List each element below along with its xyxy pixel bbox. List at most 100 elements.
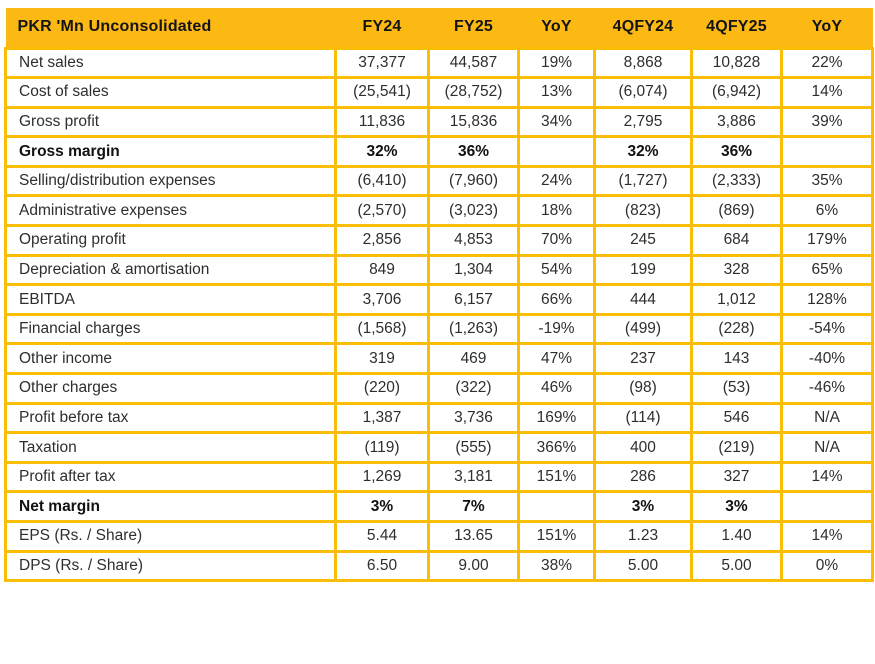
cell: (6,942) [690,76,783,109]
row-label: Net sales [4,46,337,80]
cell: 37,377 [334,46,430,80]
column-header-4qfy25: 4QFY25 [691,8,782,48]
financials-table-container: PKR 'Mn Unconsolidated FY24 FY25 YoY 4QF… [4,8,874,583]
cell: (53) [690,372,783,405]
table-row-depreciation-amortisation: Depreciation & amortisation 849 1,304 54… [4,253,874,287]
row-label: Gross profit [4,105,337,139]
row-label: Selling/distribution expenses [4,164,337,198]
cell: (6,410) [334,164,430,198]
column-header-fy24: FY24 [335,8,429,48]
cell: 32% [593,135,693,168]
row-label: Operating profit [4,224,337,257]
row-label: Gross margin [4,135,337,168]
cell: 66% [517,283,596,316]
cell: 39% [780,105,874,139]
cell: (25,541) [334,76,430,109]
cell: 1,387 [334,401,430,435]
cell: 6% [780,194,874,228]
cell: 400 [593,431,693,464]
cell: 5.00 [690,549,783,583]
cell: 3,706 [334,283,430,316]
row-label: Other charges [4,372,337,405]
cell: 35% [780,164,874,198]
row-label: Net margin [4,490,337,523]
cell: 13.65 [427,520,520,553]
cell: 3% [593,490,693,523]
cell: 469 [427,342,520,376]
cell: (228) [690,312,783,346]
row-label: EBITDA [4,283,337,316]
row-label: DPS (Rs. / Share) [4,549,337,583]
cell: 6,157 [427,283,520,316]
cell: (869) [690,194,783,228]
table-row-financial-charges: Financial charges (1,568) (1,263) -19% (… [4,312,874,346]
cell: (2,333) [690,164,783,198]
table-row-other-charges: Other charges (220) (322) 46% (98) (53) … [4,372,874,405]
cell: 1.40 [690,520,783,553]
cell: (555) [427,431,520,464]
cell: (219) [690,431,783,464]
cell: -54% [780,312,874,346]
table-row-net-sales: Net sales 37,377 44,587 19% 8,868 10,828… [4,46,874,80]
cell: 546 [690,401,783,435]
cell: 143 [690,342,783,376]
cell: 3,886 [690,105,783,139]
cell: 169% [517,401,596,435]
table-row-eps: EPS (Rs. / Share) 5.44 13.65 151% 1.23 1… [4,520,874,553]
cell: 319 [334,342,430,376]
cell: -19% [517,312,596,346]
cell: (220) [334,372,430,405]
cell: 8,868 [593,46,693,80]
cell: (7,960) [427,164,520,198]
cell: N/A [780,431,874,464]
table-row-administrative-expenses: Administrative expenses (2,570) (3,023) … [4,194,874,228]
cell: 849 [334,253,430,287]
cell: 0% [780,549,874,583]
cell: (119) [334,431,430,464]
cell: N/A [780,401,874,435]
cell: 18% [517,194,596,228]
row-label: EPS (Rs. / Share) [4,520,337,553]
cell: 19% [517,46,596,80]
column-header-yoy-quarterly: YoY [781,8,873,48]
cell: 366% [517,431,596,464]
header-row: PKR 'Mn Unconsolidated FY24 FY25 YoY 4QF… [5,8,873,48]
table-row-gross-margin: Gross margin 32% 36% 32% 36% [4,135,874,168]
cell: 327 [690,460,783,494]
column-header-4qfy24: 4QFY24 [594,8,692,48]
cell: (28,752) [427,76,520,109]
column-header-fy25: FY25 [428,8,519,48]
cell: 151% [517,460,596,494]
cell: 286 [593,460,693,494]
table-row-selling-distribution-expenses: Selling/distribution expenses (6,410) (7… [4,164,874,198]
cell: 4,853 [427,224,520,257]
row-label: Profit after tax [4,460,337,494]
row-label: Administrative expenses [4,194,337,228]
cell: 151% [517,520,596,553]
row-label: Financial charges [4,312,337,346]
row-label: Other income [4,342,337,376]
table-row-profit-after-tax: Profit after tax 1,269 3,181 151% 286 32… [4,460,874,494]
cell: 444 [593,283,693,316]
cell: -46% [780,372,874,405]
table-row-gross-profit: Gross profit 11,836 15,836 34% 2,795 3,8… [4,105,874,139]
cell: (322) [427,372,520,405]
cell: 2,856 [334,224,430,257]
cell: 3,736 [427,401,520,435]
cell: -40% [780,342,874,376]
cell: 1.23 [593,520,693,553]
cell: 2,795 [593,105,693,139]
cell: 14% [780,520,874,553]
cell: 199 [593,253,693,287]
table-row-operating-profit: Operating profit 2,856 4,853 70% 245 684… [4,224,874,257]
cell: (98) [593,372,693,405]
cell: 245 [593,224,693,257]
cell: 9.00 [427,549,520,583]
cell [780,490,874,523]
cell: (114) [593,401,693,435]
cell: 13% [517,76,596,109]
table-row-dps: DPS (Rs. / Share) 6.50 9.00 38% 5.00 5.0… [4,549,874,583]
cell: (6,074) [593,76,693,109]
cell: 6.50 [334,549,430,583]
cell: 24% [517,164,596,198]
